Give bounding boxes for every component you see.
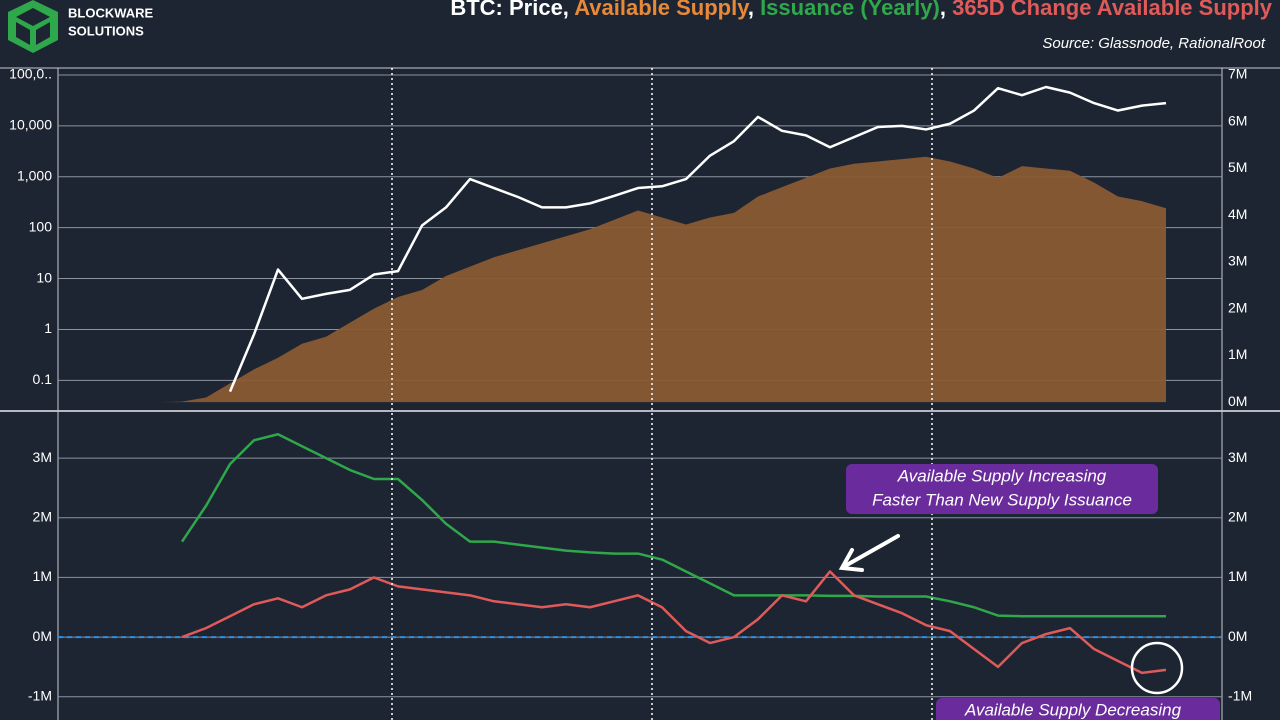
line (181, 570, 1167, 675)
title-part: 365D Change Available Supply (952, 0, 1273, 20)
annotation-box (846, 464, 1158, 514)
panel: 0.1 1 10 100 1,000 10,000 100,0.. 0M 1M 2M 3M 4M 5M 6… (9, 66, 1247, 409)
plot: 0.1 1 10 100 1,000 10,000 100,0.. 0M 1M 2M 3M 4M 5M 6… (9, 66, 1252, 704)
title-part: , (940, 0, 952, 20)
y2-tick-label: 6M (1228, 112, 1247, 128)
y2-tick-label: 4M (1228, 206, 1247, 222)
y-tick-label: 10,000 (9, 117, 52, 133)
y2-tick-label: 2M (1228, 508, 1247, 524)
y-tick-label: 0M (33, 628, 52, 644)
title-part: BTC: Price, (450, 0, 574, 20)
y-tick-label: 1,000 (17, 167, 52, 183)
title-part: , (748, 0, 760, 20)
y-tick-label: 0.1 (33, 371, 53, 387)
annotation: Available Supply Increasing (897, 466, 1107, 485)
y2-tick-label: 2M (1228, 299, 1247, 315)
annotation-box (936, 698, 1220, 720)
y2-tick-label: 3M (1228, 449, 1247, 465)
y-tick-label: 100,0.. (9, 66, 52, 82)
y-tick-label: 1M (33, 568, 52, 584)
y2-tick-label: 3M (1228, 253, 1247, 269)
y2-tick-label: -1M (1228, 687, 1252, 703)
annotation: Available Supply Decreasing (964, 700, 1182, 719)
y-tick-label: 10 (36, 269, 52, 285)
area (110, 156, 1166, 403)
line (228, 85, 1167, 393)
logo-text: SOLUTIONS (68, 23, 144, 38)
line (180, 433, 1166, 618)
y-tick-label: -1M (28, 687, 52, 703)
y-tick-label: 100 (29, 218, 53, 234)
arrow (838, 534, 900, 572)
y2-tick-label: 1M (1228, 346, 1247, 362)
logo-text: BLOCKWARE (68, 5, 154, 20)
title-part: Issuance (Yearly) (760, 0, 940, 20)
highlight-circle (1130, 641, 1184, 695)
panel: -1M -1M 0M 0M 1M 1M 2M 2M 3M 3M (28, 433, 1252, 703)
y2-tick-label: 1M (1228, 568, 1247, 584)
y-tick-label: 1 (44, 320, 52, 336)
y2-tick-label: 0M (1228, 628, 1247, 644)
y-tick-label: 2M (33, 508, 52, 524)
title-part: Available Supply (574, 0, 750, 20)
chart-title: BTC: Price, Available Supply, Issuance (… (450, 0, 1272, 20)
y2-tick-label: 0M (1228, 393, 1247, 409)
annotation: Faster Than New Supply Issuance (872, 490, 1132, 509)
source: Source: Glassnode, RationalRoot (1042, 35, 1265, 52)
y2-tick-label: 5M (1228, 159, 1247, 175)
halving-lines (391, 68, 933, 720)
y2-tick-label: 7M (1228, 66, 1247, 82)
y-tick-label: 3M (33, 449, 52, 465)
logo-icon (8, 0, 58, 53)
